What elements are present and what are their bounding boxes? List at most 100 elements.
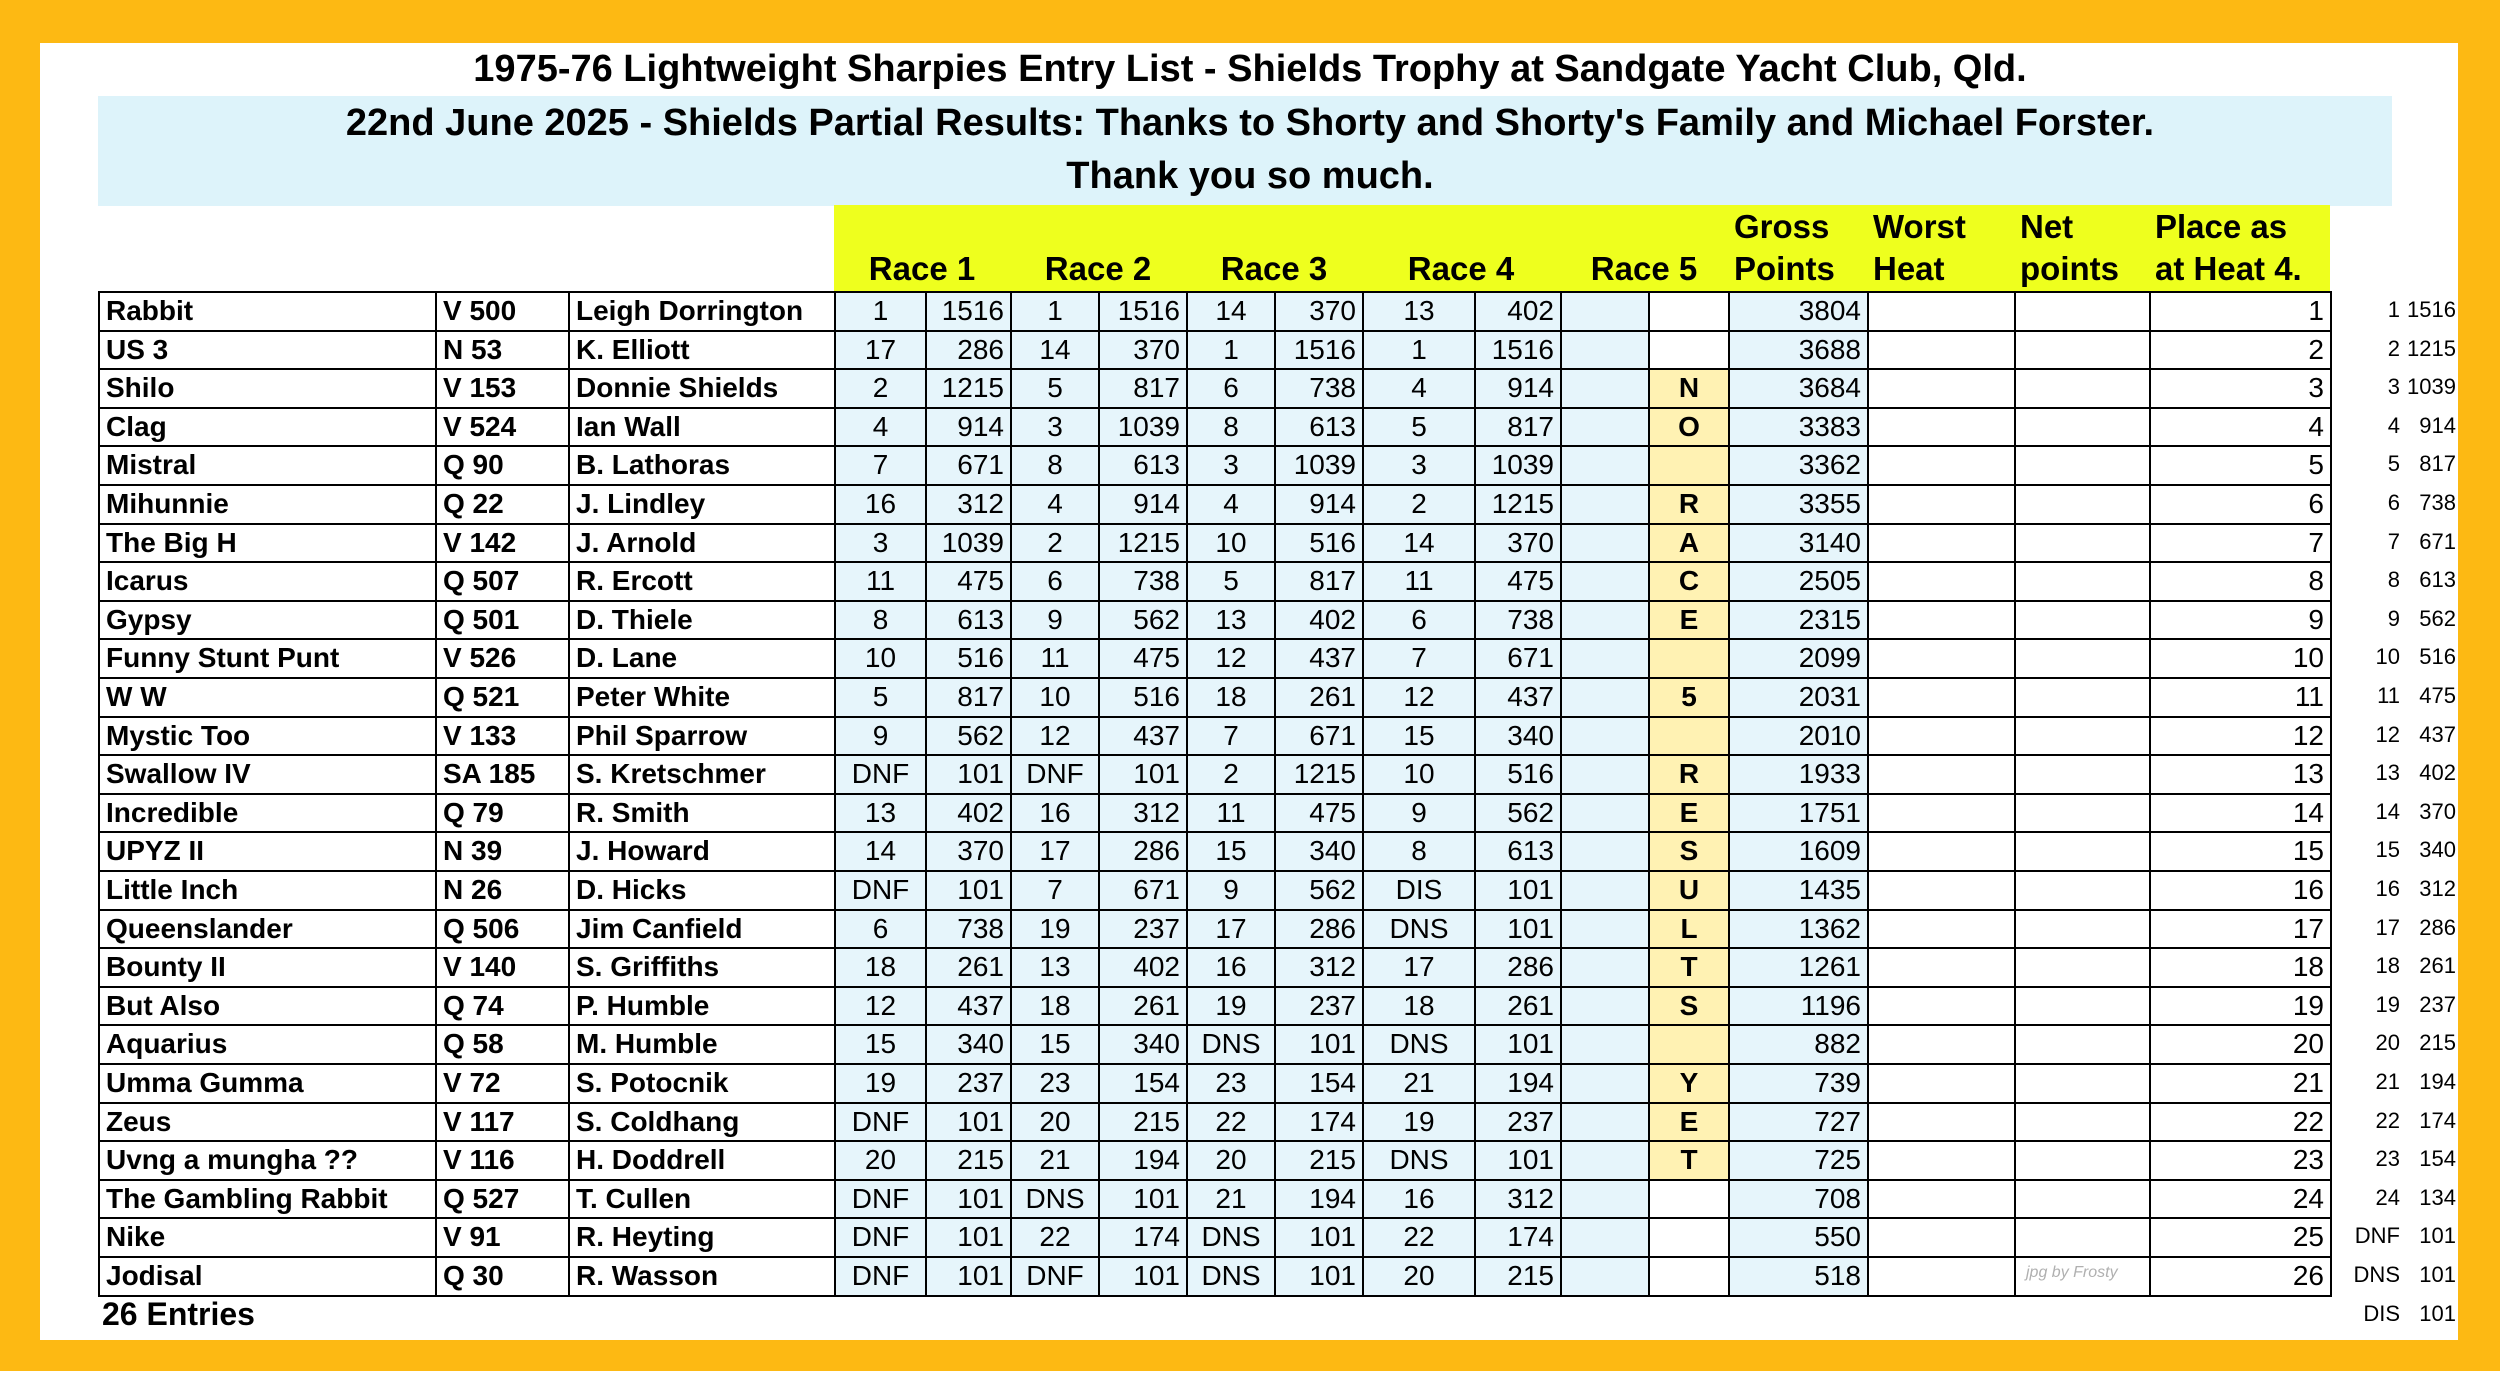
race-place: 10 xyxy=(834,638,927,679)
race-points: 738 xyxy=(1098,561,1188,602)
race-place: 11 xyxy=(834,561,927,602)
gross-points: 1751 xyxy=(1728,792,1869,834)
race-place: 15 xyxy=(1010,1024,1100,1065)
race-points: 194 xyxy=(1274,1178,1364,1220)
cell xyxy=(2014,1063,2151,1104)
thanks: Thank you so much. xyxy=(1066,155,1434,197)
race-points: 340 xyxy=(1474,715,1562,757)
race-points: 562 xyxy=(925,715,1012,757)
cell xyxy=(1867,870,2016,911)
cell xyxy=(2014,1217,2151,1258)
race-points: 101 xyxy=(925,1256,1012,1297)
race-place: DNS xyxy=(1362,1024,1476,1065)
sail-number: Q 58 xyxy=(435,1024,570,1065)
scale-place: 5 xyxy=(2387,451,2400,477)
gross-points: 3383 xyxy=(1728,406,1869,448)
cell xyxy=(1560,1178,1650,1220)
sail-number: V 524 xyxy=(435,406,570,448)
race-place: DNS xyxy=(1362,908,1476,950)
gross-points: 2010 xyxy=(1728,715,1869,757)
skipper: J. Arnold xyxy=(568,522,836,564)
race-place: DNS xyxy=(1186,1024,1276,1065)
race-place: 10 xyxy=(1010,677,1100,718)
race5-notice: S xyxy=(1648,831,1730,872)
sail-number: Q 30 xyxy=(435,1256,570,1297)
place: 18 xyxy=(2149,947,2332,988)
skipper: J. Howard xyxy=(568,831,836,872)
cell xyxy=(1867,1178,2016,1220)
cell xyxy=(2014,831,2151,872)
skipper: M. Humble xyxy=(568,1024,836,1065)
cell xyxy=(1560,715,1650,757)
boat-name: Mystic Too xyxy=(98,715,437,757)
race-place: 21 xyxy=(1362,1063,1476,1104)
sail-number: V 526 xyxy=(435,638,570,679)
gross-points: 727 xyxy=(1728,1101,1869,1143)
cell xyxy=(1560,522,1650,564)
race-points: 1215 xyxy=(925,368,1012,409)
race-place: 2 xyxy=(1186,754,1276,795)
cell xyxy=(1867,1024,2016,1065)
gross-points: 3804 xyxy=(1728,291,1869,332)
race-points: 817 xyxy=(1274,561,1364,602)
scale-place: 20 xyxy=(2375,1030,2400,1056)
gross-points: 2031 xyxy=(1728,677,1869,718)
race5-notice: Y xyxy=(1648,1063,1730,1104)
cell xyxy=(1560,1256,1650,1297)
race-place: 12 xyxy=(1186,638,1276,679)
cell xyxy=(2014,484,2151,525)
race-points: 261 xyxy=(1098,985,1188,1027)
place: 8 xyxy=(2149,561,2332,602)
race-place: 19 xyxy=(1010,908,1100,950)
place: 11 xyxy=(2149,677,2332,718)
race-place: 4 xyxy=(1186,484,1276,525)
race-points: 738 xyxy=(925,908,1012,950)
skipper: P. Humble xyxy=(568,985,836,1027)
race5-notice xyxy=(1648,445,1730,486)
cell xyxy=(1560,484,1650,525)
scale-place: 24 xyxy=(2375,1184,2400,1210)
race-place: 3 xyxy=(1362,445,1476,486)
scale-place: 1 xyxy=(2387,297,2400,322)
cell xyxy=(1560,1101,1650,1143)
race-place: DNF xyxy=(834,1256,927,1297)
race-place: 13 xyxy=(1362,291,1476,332)
sail-number: N 53 xyxy=(435,329,570,371)
scale-place: 16 xyxy=(2375,876,2400,901)
race-points: 237 xyxy=(925,1063,1012,1104)
race-points: 1039 xyxy=(1474,445,1562,486)
race-points: 312 xyxy=(1474,1178,1562,1220)
race-place: 2 xyxy=(1010,522,1100,564)
race-place: 6 xyxy=(834,908,927,950)
race-header: Race 5 xyxy=(1590,250,1698,287)
skipper: R. Wasson xyxy=(568,1256,836,1297)
race-points: 516 xyxy=(1274,522,1364,564)
race-points: 914 xyxy=(1274,484,1364,525)
race-place: 8 xyxy=(1010,445,1100,486)
cell xyxy=(1560,638,1650,679)
skipper: R. Ercott xyxy=(568,561,836,602)
cell xyxy=(1867,831,2016,872)
race5-notice: T xyxy=(1648,947,1730,988)
scale-points: 215 xyxy=(2419,1030,2456,1056)
race-place: 4 xyxy=(1010,484,1100,525)
skipper: S. Griffiths xyxy=(568,947,836,988)
race-points: 101 xyxy=(925,1178,1012,1220)
cell xyxy=(1560,1024,1650,1065)
race-points: 101 xyxy=(1474,1140,1562,1181)
race-points: 101 xyxy=(1474,870,1562,911)
boat-name: Gypsy xyxy=(98,599,437,641)
race5-notice: E xyxy=(1648,792,1730,834)
race5-notice xyxy=(1648,1024,1730,1065)
cell xyxy=(2014,715,2151,757)
gross-points: 518 xyxy=(1728,1256,1869,1297)
gross-points: 3355 xyxy=(1728,484,1869,525)
race-points: 671 xyxy=(925,445,1012,486)
boat-name: Rabbit xyxy=(98,291,437,332)
race-points: 340 xyxy=(1274,831,1364,872)
gross-points: 882 xyxy=(1728,1024,1869,1065)
boat-name: But Also xyxy=(98,985,437,1027)
race5-notice: N xyxy=(1648,368,1730,409)
race-place: 11 xyxy=(1362,561,1476,602)
